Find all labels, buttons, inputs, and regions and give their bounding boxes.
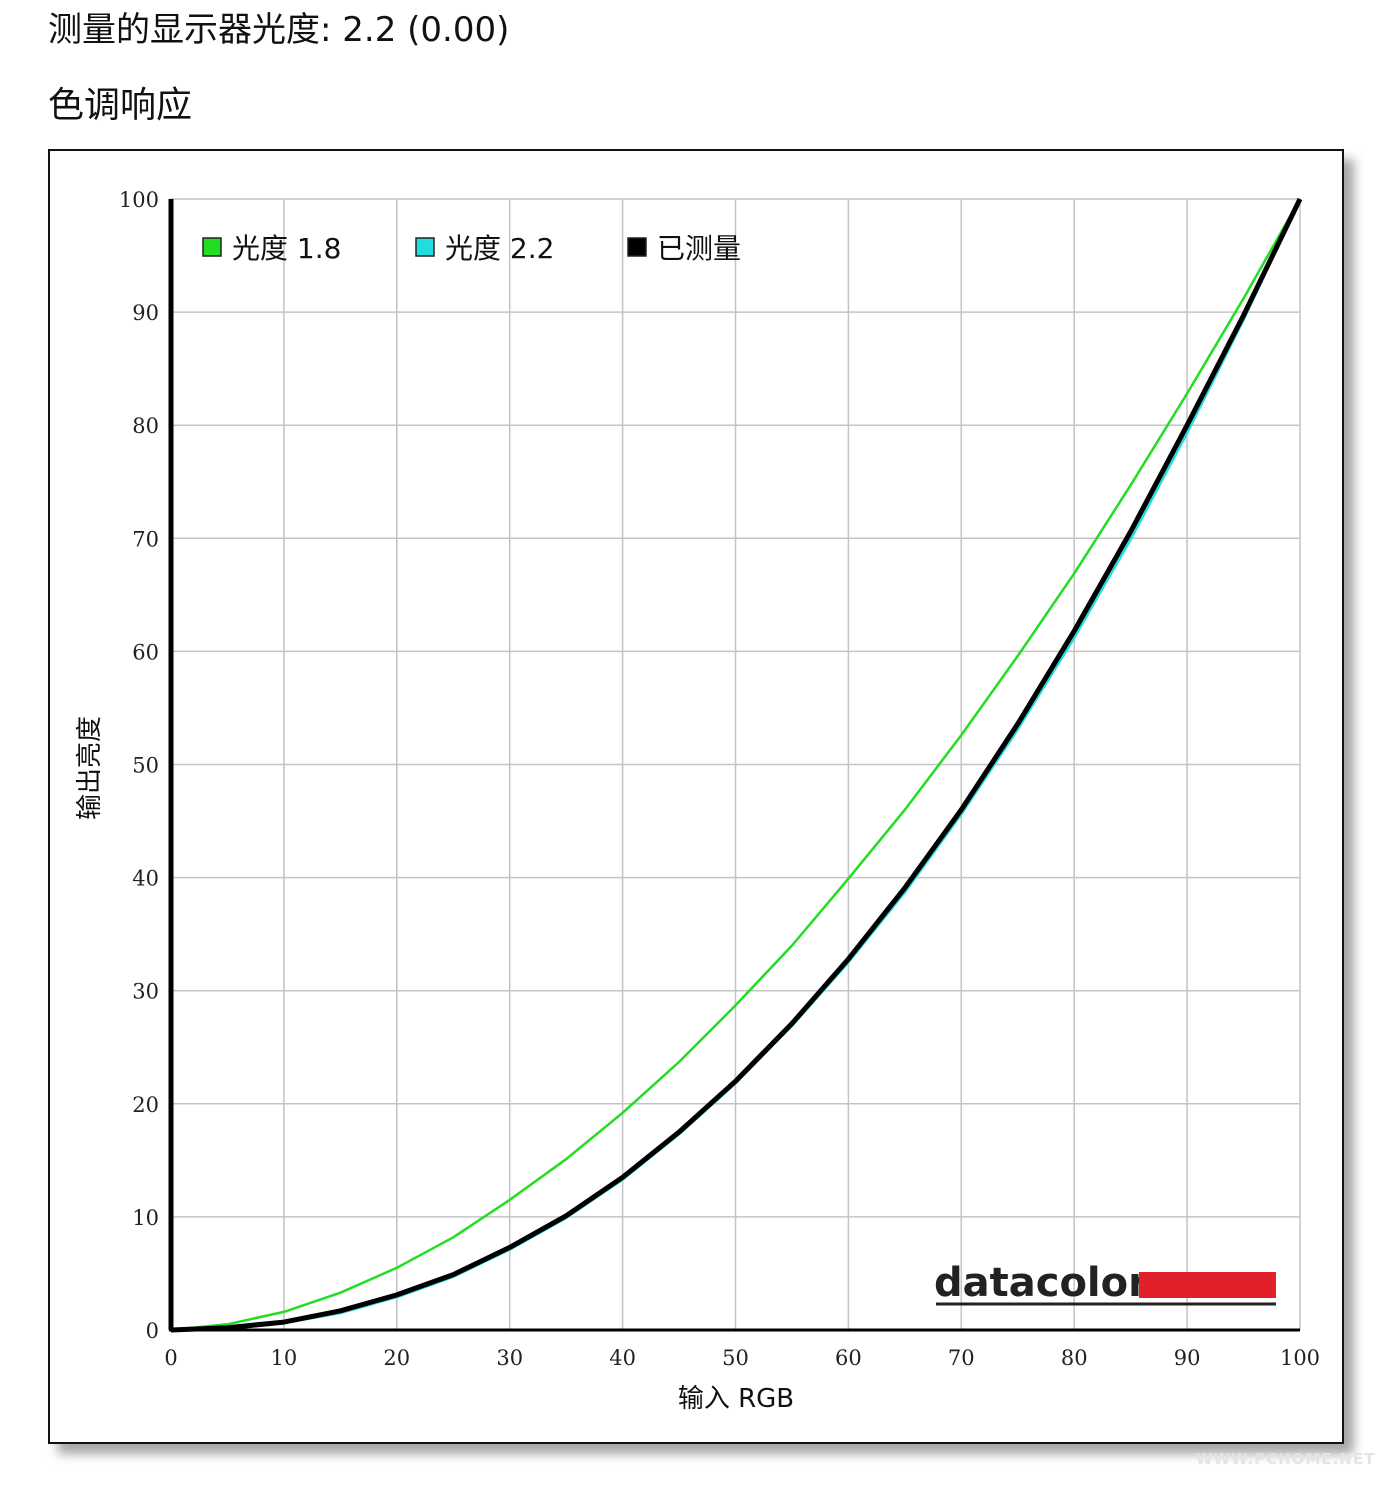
y-tick-label: 80 — [132, 414, 159, 438]
watermark: WWW.PCHOME.NET — [1196, 1450, 1376, 1468]
tick-labels: 0 10 20 30 40 50 60 70 80 90 100 0 10 20 30 40 50 60 70 80 9… — [119, 188, 1320, 1370]
y-tick-label: 0 — [146, 1319, 159, 1343]
y-tick-label: 20 — [132, 1093, 159, 1117]
x-axis-title: 输入 RGB — [678, 1384, 794, 1414]
y-tick-label: 60 — [132, 640, 159, 664]
y-tick-label: 100 — [119, 188, 159, 212]
tone-response-heading: 色调响应 — [48, 85, 193, 126]
axis-layer — [168, 199, 1300, 1332]
tone-response-chart: 0 10 20 30 40 50 60 70 80 90 100 0 10 20 30 40 50 60 70 80 9… — [75, 188, 1320, 1414]
x-tick-label: 40 — [609, 1346, 636, 1370]
legend-swatch — [415, 237, 435, 257]
datacolor-logo: datacolor — [934, 1260, 1276, 1306]
x-tick-label: 70 — [948, 1346, 975, 1370]
x-tick-label: 30 — [496, 1346, 523, 1370]
series-layer — [170, 197, 1303, 1333]
grid-layer — [170, 198, 1301, 1331]
y-tick-label: 90 — [132, 301, 159, 325]
x-tick-label: 50 — [722, 1346, 749, 1370]
y-tick-label: 30 — [132, 980, 159, 1004]
datacolor-logo-text: datacolor — [934, 1260, 1148, 1306]
x-tick-label: 10 — [271, 1346, 298, 1370]
datacolor-logo-bar — [1139, 1272, 1276, 1298]
legend-label: 光度 1.8 — [232, 232, 341, 265]
x-tick-label: 20 — [383, 1346, 410, 1370]
y-tick-label: 10 — [132, 1206, 159, 1230]
y-axis-title: 输出亮度 — [75, 716, 105, 820]
series-line-1 — [170, 198, 1302, 1332]
x-tick-label: 80 — [1061, 1346, 1088, 1370]
legend-label: 已测量 — [657, 232, 741, 265]
x-tick-label: 90 — [1174, 1346, 1201, 1370]
y-tick-label: 50 — [132, 754, 159, 778]
chart-frame: 0 10 20 30 40 50 60 70 80 90 100 0 10 20 30 40 50 60 70 80 9… — [48, 149, 1344, 1444]
x-tick-label: 0 — [164, 1346, 177, 1370]
y-tick-label: 40 — [132, 867, 159, 891]
series-line-3 — [170, 197, 1303, 1333]
y-tick-label: 70 — [132, 527, 159, 551]
legend: 光度 1.8 光度 2.2 已测量 — [202, 232, 741, 265]
legend-swatch — [202, 237, 222, 257]
x-tick-label: 60 — [835, 1346, 862, 1370]
legend-swatch — [627, 237, 647, 257]
legend-label: 光度 2.2 — [445, 232, 554, 265]
measured-gamma-heading: 测量的显示器光度: 2.2 (0.00) — [48, 10, 510, 50]
x-tick-label: 100 — [1280, 1346, 1320, 1370]
